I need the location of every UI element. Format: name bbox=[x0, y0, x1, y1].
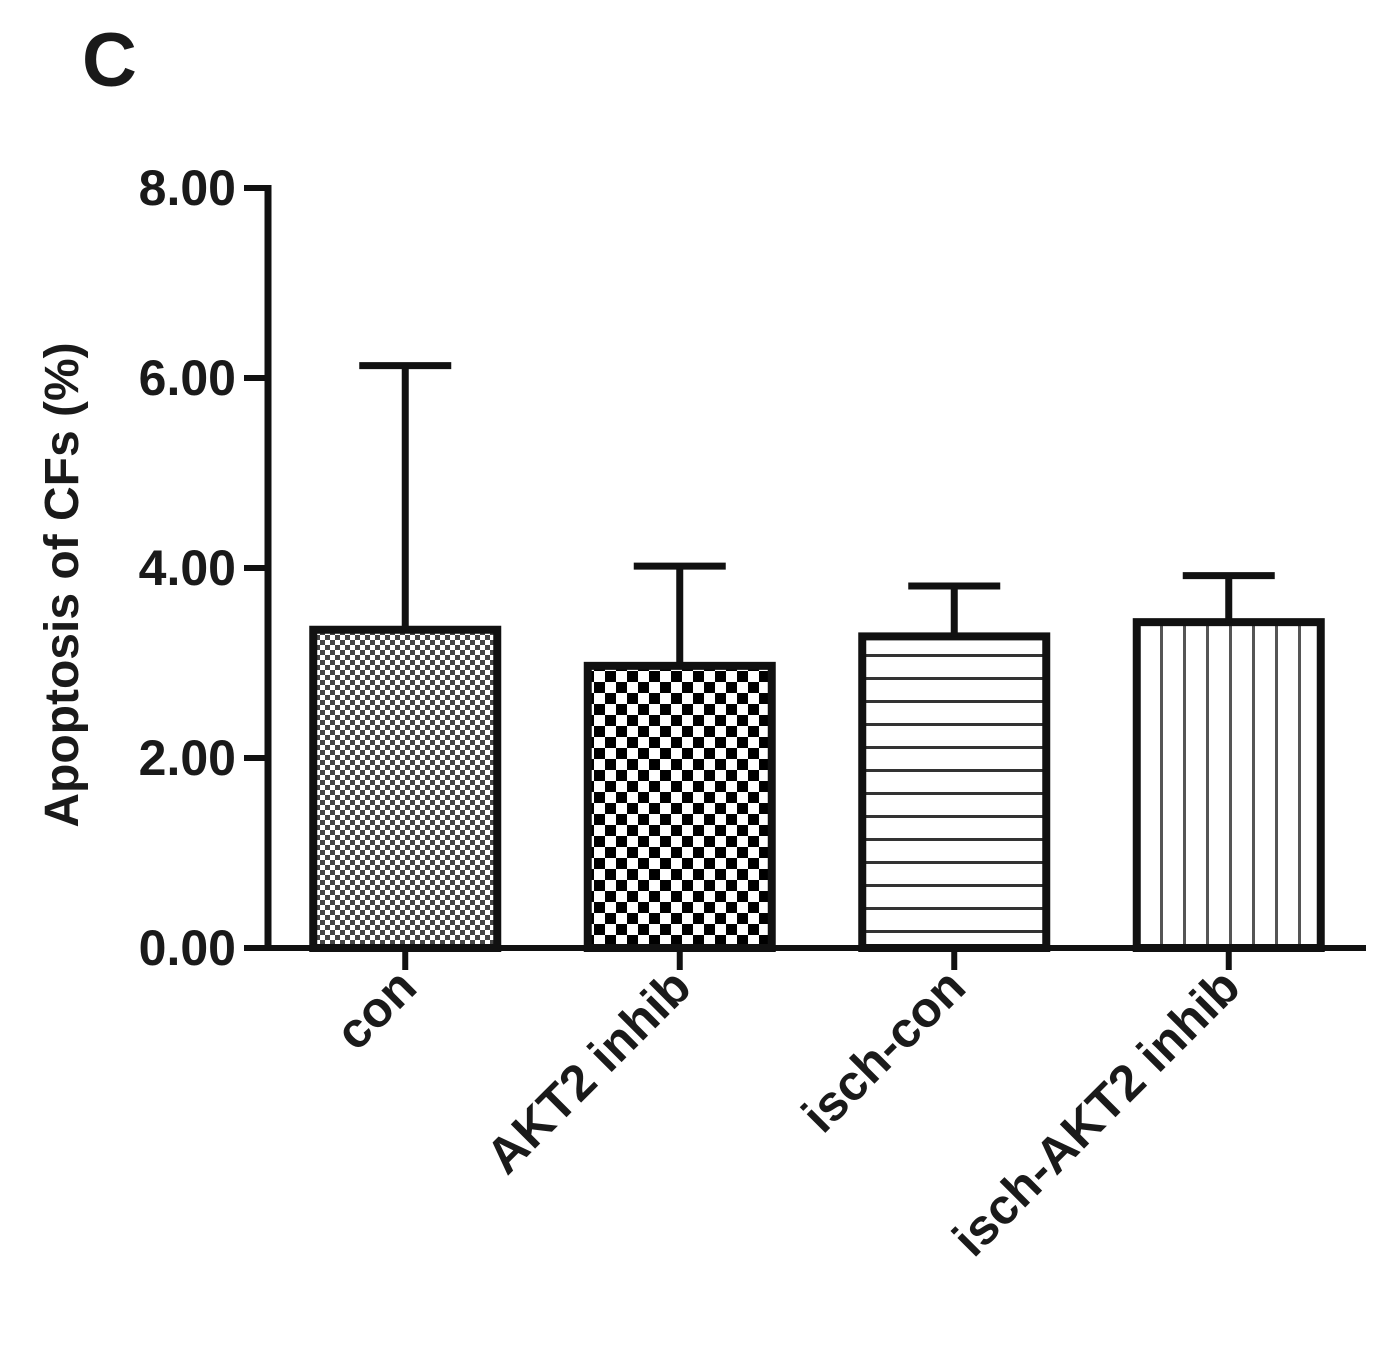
x-tick-label: con bbox=[325, 958, 427, 1060]
bar bbox=[1132, 618, 1325, 953]
panel-label: C bbox=[82, 18, 137, 103]
error-bar bbox=[359, 362, 452, 630]
error-bar bbox=[1182, 572, 1275, 623]
bar bbox=[858, 632, 1051, 953]
y-axis-label: Apoptosis of CFs (%) bbox=[36, 342, 89, 827]
x-tick-label: AKT2 inhib bbox=[475, 958, 701, 1184]
error-bar bbox=[908, 582, 1001, 637]
y-tick-label: 4.00 bbox=[139, 540, 236, 596]
error-bar bbox=[633, 562, 726, 666]
y-tick-label: 6.00 bbox=[139, 350, 236, 406]
y-tick-label: 8.00 bbox=[139, 160, 236, 216]
y-tick-label: 0.00 bbox=[139, 920, 236, 976]
bar bbox=[309, 625, 502, 952]
x-tick-label: isch-con bbox=[791, 958, 976, 1143]
bar bbox=[583, 661, 776, 952]
y-tick-label: 2.00 bbox=[139, 730, 236, 786]
x-tick-label: isch-AKT2 inhib bbox=[942, 958, 1251, 1267]
